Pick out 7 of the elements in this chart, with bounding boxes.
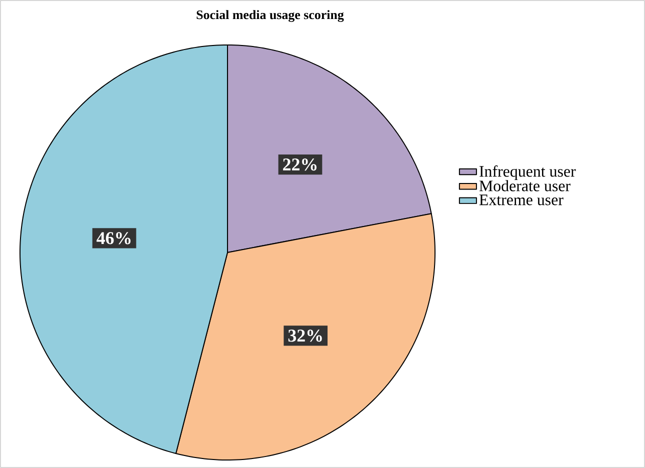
legend-label: Moderate user (479, 180, 570, 192)
data-label: 46% (96, 232, 131, 244)
data-label: 22% (283, 158, 317, 171)
data-label: 32% (288, 330, 322, 342)
legend-label: Extreme user (479, 194, 564, 206)
legend-label: Infrequent user (480, 165, 576, 180)
chart-title: Social media usage scoring (196, 10, 344, 22)
